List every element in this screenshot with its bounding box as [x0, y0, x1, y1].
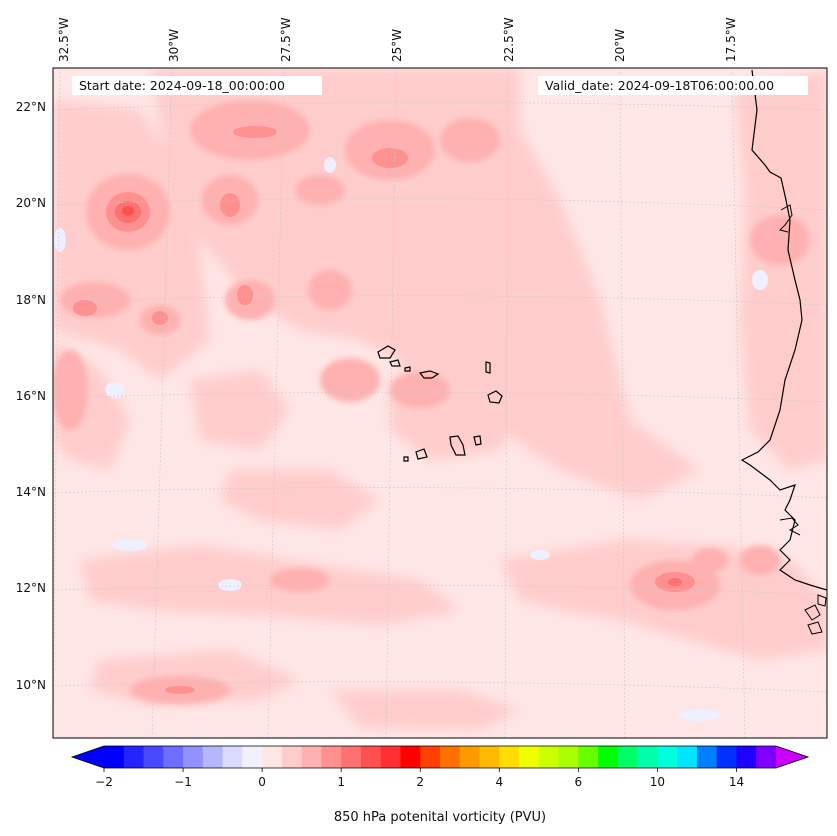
colorbar-swatch — [479, 746, 500, 768]
colorbar-swatch — [380, 746, 401, 768]
lon-label: 27.5°W — [279, 17, 293, 62]
start-date-text: Start date: 2024-09-18_00:00:00 — [79, 78, 285, 93]
lon-label: 32.5°W — [57, 17, 71, 62]
colorbar-swatch — [736, 746, 757, 768]
colorbar-swatch — [222, 746, 243, 768]
colorbar-swatch — [242, 746, 263, 768]
colorbar-swatch — [677, 746, 698, 768]
colorbar: −2 −1 0 1 2 4 6 10 14 850 hPa potenital vorticit… — [70, 745, 810, 825]
coast-islands-south — [804, 594, 827, 635]
colorbar-swatch — [519, 746, 540, 768]
lon-label: 22.5°W — [502, 17, 516, 62]
colorbar-swatch — [281, 746, 303, 768]
colorbar-swatches — [104, 746, 777, 768]
colorbar-swatch — [360, 746, 382, 768]
colorbar-label: 850 hPa potenital vorticity (PVU) — [334, 810, 546, 825]
colorbar-swatch — [420, 746, 441, 768]
colorbar-swatch — [163, 746, 184, 768]
cape-verde-islands — [377, 345, 503, 462]
colorbar-tick-label: 2 — [416, 775, 424, 789]
colorbar-swatch — [657, 746, 678, 768]
colorbar-swatch — [143, 746, 164, 768]
map-panel — [53, 68, 827, 738]
colorbar-tick-label: 14 — [729, 775, 744, 789]
colorbar-swatch — [262, 746, 283, 768]
coast-inlet-1 — [779, 204, 793, 233]
colorbar-tick-label: −1 — [174, 775, 192, 789]
lat-label: 20°N — [16, 196, 46, 210]
colorbar-swatch — [756, 746, 777, 768]
colorbar-over-arrow — [776, 746, 808, 768]
colorbar-swatch — [617, 746, 639, 768]
colorbar-swatch — [499, 746, 520, 768]
lat-label: 18°N — [16, 293, 46, 307]
colorbar-swatch — [104, 746, 125, 768]
coast-inlet-2 — [779, 517, 801, 536]
colorbar-under-arrow — [72, 746, 104, 768]
colorbar-swatch — [459, 746, 481, 768]
lat-label: 16°N — [16, 389, 46, 403]
africa-coastline — [740, 69, 827, 591]
lat-label: 12°N — [16, 581, 46, 595]
colorbar-swatch — [558, 746, 579, 768]
colorbar-tick-label: 10 — [650, 775, 665, 789]
valid-date-box — [538, 76, 808, 95]
start-date-box — [72, 76, 322, 95]
colorbar-swatch — [301, 746, 322, 768]
colorbar-tick-label: 4 — [495, 775, 503, 789]
latitude-labels: 22°N 20°N 18°N 16°N 14°N 12°N 10°N — [16, 100, 46, 692]
pv-field-negative — [54, 157, 768, 721]
colorbar-swatch — [716, 746, 737, 768]
lat-label: 14°N — [16, 485, 46, 499]
lon-label: 25°W — [390, 29, 404, 62]
colorbar-tick-label: 6 — [575, 775, 583, 789]
colorbar-tick-label: 1 — [337, 775, 345, 789]
lat-label: 22°N — [16, 100, 46, 114]
longitude-labels: 32.5°W 30°W 27.5°W 25°W 22.5°W 20°W 17.5… — [57, 17, 738, 62]
map-frame — [52, 67, 828, 739]
colorbar-swatch — [696, 746, 718, 768]
colorbar-swatch — [538, 746, 560, 768]
lon-label: 17.5°W — [724, 17, 738, 62]
colorbar-swatch — [341, 746, 362, 768]
colorbar-swatch — [637, 746, 658, 768]
pv-field-high — [73, 126, 695, 694]
lon-label: 30°W — [167, 29, 181, 62]
colorbar-swatch — [400, 746, 421, 768]
colorbar-swatch — [123, 746, 145, 768]
colorbar-swatch — [202, 746, 224, 768]
colorbar-swatch — [598, 746, 619, 768]
colorbar-ticks: −2 −1 0 1 2 4 6 10 14 — [95, 768, 744, 789]
colorbar-tick-label: 0 — [258, 775, 266, 789]
colorbar-swatch — [183, 746, 204, 768]
colorbar-swatch — [578, 746, 599, 768]
lat-label: 10°N — [16, 678, 46, 692]
valid-date-text: Valid_date: 2024-09-18T06:00:00.00 — [545, 78, 774, 93]
colorbar-swatch — [321, 746, 342, 768]
colorbar-swatch — [440, 746, 461, 768]
lon-label: 20°W — [613, 29, 627, 62]
colorbar-tick-label: −2 — [95, 775, 113, 789]
